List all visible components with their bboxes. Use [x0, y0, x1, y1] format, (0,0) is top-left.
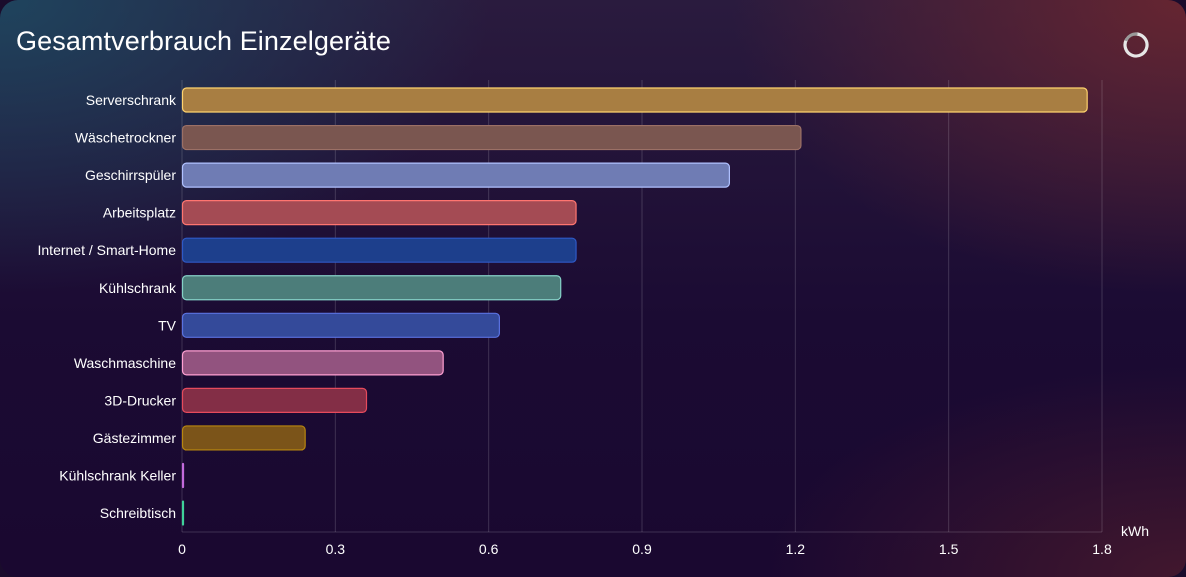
category-label: Internet / Smart-Home: [38, 242, 177, 258]
card-title: Gesamtverbrauch Einzelgeräte: [16, 26, 391, 56]
bar-7[interactable]: [181, 350, 444, 376]
grid-lines: [181, 80, 1103, 533]
bar-0[interactable]: [181, 87, 1088, 113]
category-label: Arbeitsplatz: [103, 205, 176, 221]
x-tick-label: 0: [178, 541, 186, 557]
category-label: 3D-Drucker: [104, 392, 176, 408]
bar-9[interactable]: [181, 425, 306, 451]
refresh-spinner-icon[interactable]: [1122, 31, 1150, 59]
x-tick-label: 0.9: [632, 541, 652, 557]
category-labels: Serverschrank Wäschetrockner Geschirrspüle…: [38, 92, 177, 521]
bar-8[interactable]: [181, 387, 368, 413]
x-tick-label: 0.3: [326, 541, 346, 557]
bar-6[interactable]: [181, 312, 500, 338]
x-tick-label: 1.2: [786, 541, 806, 557]
x-tick-label: 1.5: [939, 541, 959, 557]
x-tick-labels: 0 0.3 0.6 0.9 1.2 1.5 1.8: [178, 541, 1112, 557]
x-tick-label: 0.6: [479, 541, 499, 557]
bar-5[interactable]: [181, 275, 562, 301]
bars: [181, 87, 1088, 526]
category-label: Wäschetrockner: [75, 130, 176, 146]
category-label: TV: [158, 317, 177, 333]
x-axis-unit: kWh: [1121, 523, 1149, 539]
x-tick-label: 1.8: [1092, 541, 1112, 557]
bar-3[interactable]: [181, 200, 577, 226]
category-label: Gästezimmer: [93, 430, 177, 446]
bar-11[interactable]: [181, 500, 185, 526]
bar-10[interactable]: [181, 462, 185, 489]
category-label: Schreibtisch: [100, 505, 176, 521]
bar-1[interactable]: [181, 124, 802, 151]
bar-2[interactable]: [181, 162, 730, 188]
category-label: Kühlschrank Keller: [59, 468, 176, 484]
category-label: Serverschrank: [86, 92, 177, 108]
bar-4[interactable]: [181, 237, 577, 263]
category-label: Waschmaschine: [74, 355, 176, 371]
category-label: Kühlschrank: [99, 280, 177, 296]
category-label: Geschirrspüler: [85, 167, 176, 183]
